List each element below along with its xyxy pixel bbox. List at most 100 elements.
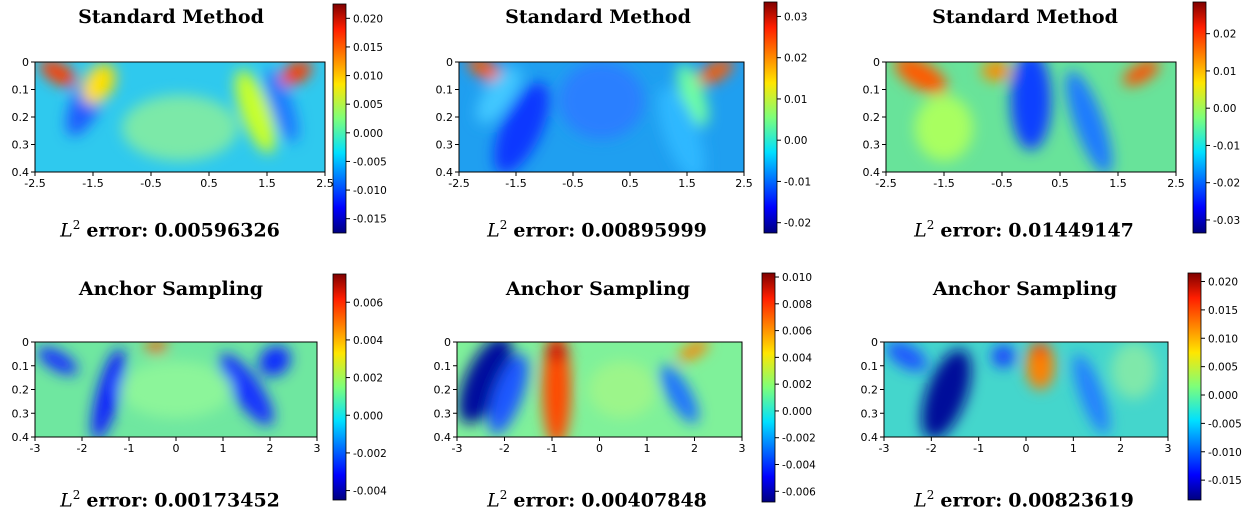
colorbar-tick-label: -0.01	[1213, 140, 1240, 152]
heatmap-panel: -2.5 -1.5 -0.5 0.5 1.5 2.5 0 0.1 0.2 0.3 0.4 0.03 0.…	[436, 1, 811, 234]
x-tick-label: 1.5	[258, 177, 276, 190]
error-caption: L2 error: 0.00895999	[487, 218, 707, 242]
heatmap-feature	[545, 342, 569, 361]
colorbar-tick-label: 0.01	[1213, 66, 1236, 78]
y-tick-label: 0.1	[436, 84, 454, 97]
heatmap-feature	[657, 86, 705, 172]
panel-title: Anchor Sampling	[932, 278, 1118, 300]
x-tick-label: 3	[314, 442, 321, 455]
x-tick-label: 2	[691, 442, 698, 455]
colorbar-tick-label: 0.002	[353, 373, 383, 385]
error-caption: L2 error: 0.01449147	[914, 218, 1134, 242]
y-tick-label: 0.2	[434, 384, 452, 397]
heatmap-feature	[558, 62, 645, 139]
heatmap-feature	[264, 69, 299, 143]
x-tick-label: 1	[220, 442, 227, 455]
y-tick-label: 0	[873, 56, 880, 69]
y-tick-label: 0.1	[434, 360, 452, 373]
heatmap-feature	[981, 62, 1011, 81]
heatmap-feature	[678, 342, 709, 361]
x-tick-label: -1	[547, 442, 558, 455]
y-tick-label: 0.3	[12, 407, 30, 420]
x-tick-label: 2.5	[735, 177, 753, 190]
colorbar-tick-label: 0.005	[1208, 362, 1238, 374]
heatmap-feature	[119, 361, 233, 418]
heatmap-feature	[476, 66, 522, 124]
x-tick-label: 0	[173, 442, 180, 455]
y-tick-label: 0.2	[861, 384, 879, 397]
colorbar-tick-label: 0.010	[353, 71, 383, 83]
colorbar-tick-label: -0.005	[1208, 418, 1242, 430]
heatmap-feature	[1123, 62, 1160, 86]
x-tick-label: -3	[30, 442, 41, 455]
y-tick-label: 0	[22, 56, 29, 69]
heatmap-feature	[494, 82, 550, 172]
heatmap-feature	[1031, 343, 1049, 356]
x-tick-label: -0.5	[991, 177, 1012, 190]
colorbar	[1192, 1, 1207, 234]
y-tick-label: 0.2	[12, 111, 30, 124]
heatmap-feature	[235, 69, 276, 154]
y-tick-label: 0	[871, 336, 878, 349]
heatmap-feature	[697, 62, 734, 85]
heatmap-panel: -3 -2 -1 0 1 2 3 0 0.1 0.2 0.3 0.4 0.020 0.015 0.010 0.…	[861, 272, 1242, 501]
heatmap-feature	[122, 95, 238, 161]
x-tick-label: 2.5	[1167, 177, 1185, 190]
y-tick-label: 0.3	[436, 139, 454, 152]
x-tick-label: 0.5	[200, 177, 218, 190]
y-tick-label: 0.3	[861, 407, 879, 420]
y-tick-label: 0.3	[863, 139, 881, 152]
heatmap-feature	[91, 348, 125, 437]
colorbar-tick-label: -0.002	[353, 448, 387, 460]
colorbar	[332, 3, 347, 234]
colorbar-tick-label: 0.02	[1213, 29, 1236, 41]
heatmap-panel: -3 -2 -1 0 1 2 3 0 0.1 0.2 0.3 0.4 0.010 0.008 0.006 0.…	[434, 272, 816, 503]
y-tick-label: 0.3	[12, 139, 30, 152]
x-tick-label: -0.5	[562, 177, 583, 190]
heatmap-feature	[659, 364, 699, 424]
y-tick-label: 0.4	[436, 166, 454, 179]
heatmap-feature	[37, 347, 78, 375]
colorbar-tick-label: 0.006	[353, 297, 383, 309]
x-tick-label: 0.5	[1051, 177, 1069, 190]
colorbar-tick-label: -0.01	[784, 176, 811, 188]
y-tick-label: 0	[22, 336, 29, 349]
x-tick-label: -1.5	[505, 177, 526, 190]
colorbar-tick-label: -0.02	[1213, 178, 1240, 190]
colorbar-tick-label: 0.015	[1208, 305, 1238, 317]
x-tick-label: -2	[499, 442, 510, 455]
heatmap-feature	[82, 63, 116, 105]
colorbar-tick-label: -0.002	[782, 433, 816, 445]
heatmap-feature	[921, 349, 972, 437]
y-tick-label: 0.2	[436, 111, 454, 124]
heatmap-feature	[1065, 70, 1113, 172]
x-tick-label: 3	[739, 442, 746, 455]
colorbar-tick-label: 0.000	[782, 406, 812, 418]
error-caption: L2 error: 0.00407848	[487, 488, 707, 512]
colorbar-tick-label: 0.015	[353, 42, 383, 54]
error-caption: L2 error: 0.00173452	[60, 488, 280, 512]
heatmap-panel: -2.5 -1.5 -0.5 0.5 1.5 2.5 0 0.1 0.2 0.3 0.4 0.020 0…	[12, 3, 387, 234]
x-tick-label: -2.5	[24, 177, 45, 190]
x-tick-label: 2.5	[316, 177, 334, 190]
x-tick-label: 2	[267, 442, 274, 455]
colorbar-tick-label: 0.004	[353, 335, 383, 347]
y-tick-label: 0.2	[12, 384, 30, 397]
y-tick-label: 0.2	[863, 111, 881, 124]
colorbar-tick-label: 0.00	[784, 135, 807, 147]
heatmap-feature	[588, 361, 657, 418]
heatmap-feature	[144, 342, 168, 353]
colorbar-tick-label: 0.010	[1208, 333, 1238, 345]
x-tick-label: 0	[1023, 442, 1030, 455]
colorbar-tick-label: -0.015	[353, 214, 387, 226]
x-tick-label: -1	[973, 442, 984, 455]
colorbar-tick-label: -0.010	[353, 185, 387, 197]
colorbar-tick-label: 0.000	[353, 128, 383, 140]
heatmap-feature	[677, 63, 709, 127]
y-tick-label: 0.1	[12, 360, 30, 373]
colorbar-tick-label: 0.01	[784, 94, 807, 106]
heatmap-feature	[542, 342, 571, 437]
colorbar-tick-label: 0.010	[782, 272, 812, 284]
x-tick-label: -0.5	[140, 177, 161, 190]
